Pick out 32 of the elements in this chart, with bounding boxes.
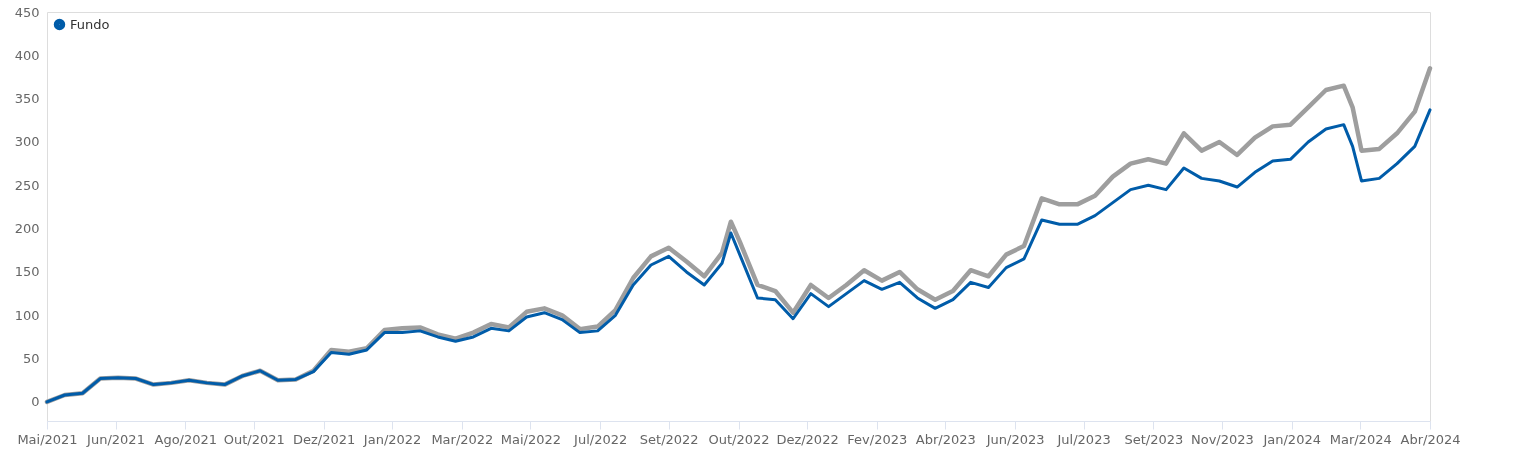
x-tick-label: Dez/2022 [776, 431, 839, 447]
legend-label: Fundo [70, 16, 110, 32]
x-tick-label: Mar/2024 [1329, 431, 1392, 447]
x-tick-label: Abr/2023 [915, 431, 976, 447]
x-tick-label: Nov/2023 [1190, 431, 1254, 447]
x-tick-label: Out/2022 [708, 431, 770, 447]
y-tick-label: 300 [14, 134, 40, 150]
x-tick-label: Jun/2021 [86, 431, 145, 447]
y-tick-label: 50 [22, 351, 40, 367]
x-tick-label: Jul/2023 [1056, 431, 1111, 447]
x-tick-label: Dez/2021 [292, 431, 356, 447]
y-tick-label: 0 [31, 394, 40, 410]
x-tick-label: Jun/2023 [985, 431, 1045, 447]
x-tick-label: Jul/2022 [573, 431, 628, 447]
y-tick-label: 400 [14, 47, 40, 63]
y-tick-label: 150 [14, 264, 40, 280]
x-tick-label: Jan/2022 [362, 431, 422, 447]
x-tick-label: Set/2023 [1124, 431, 1184, 447]
x-tick-label: Out/2021 [223, 431, 285, 447]
x-tick-label: Abr/2024 [1400, 431, 1461, 447]
x-tick-label: Ago/2021 [154, 431, 218, 447]
x-tick-label: Mai/2021 [17, 431, 78, 447]
x-tick-label: Mai/2022 [500, 431, 562, 447]
x-tick-label: Jan/2024 [1262, 431, 1321, 447]
x-tick-label: Mar/2022 [431, 431, 494, 447]
y-tick-label: 100 [14, 307, 40, 323]
y-tick-label: 450 [14, 4, 40, 20]
y-tick-label: 200 [14, 221, 40, 237]
y-tick-label: 350 [14, 91, 40, 107]
y-tick-label: 250 [14, 177, 40, 193]
x-tick-label: Set/2022 [639, 431, 699, 447]
x-tick-label: Fev/2023 [847, 431, 908, 447]
